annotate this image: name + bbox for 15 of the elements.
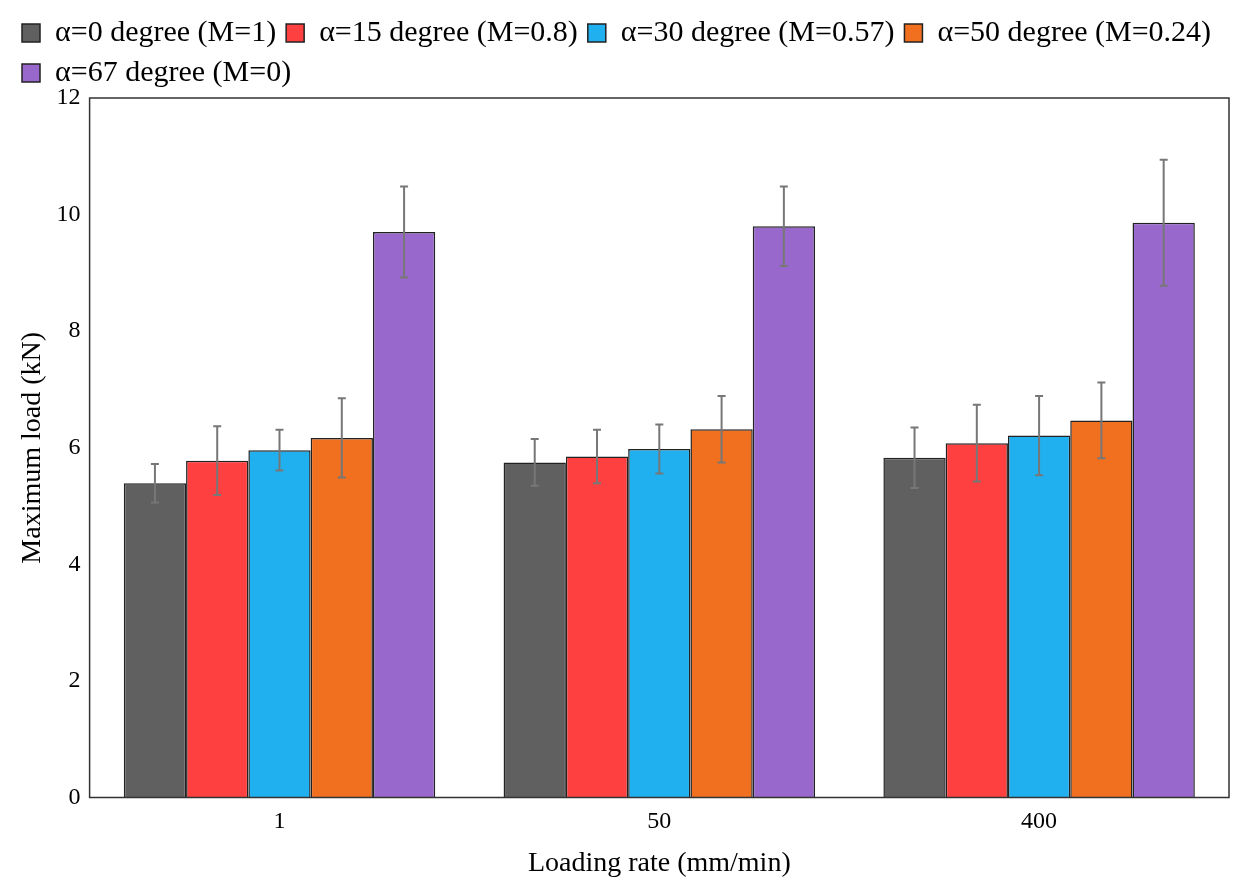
y-tick-label: 4: [68, 549, 81, 576]
x-tick-label: 400: [1021, 807, 1058, 834]
legend-label: α=30 degree (M=0.57): [620, 13, 895, 48]
legend-label: α=50 degree (M=0.24): [937, 13, 1212, 48]
y-tick-label: 8: [68, 316, 81, 343]
x-tick-label: 1: [273, 807, 286, 834]
y-tick-label: 0: [68, 782, 81, 809]
legend-label: α=15 degree (M=0.8): [319, 13, 578, 48]
y-axis-title: Maximum load (kN): [15, 331, 47, 564]
x-axis-title: Loading rate (mm/min): [527, 845, 791, 877]
y-tick-label: 6: [68, 433, 81, 460]
y-tick-label: 10: [56, 199, 81, 226]
x-tick-label: 50: [647, 807, 672, 834]
legend-label: α=0 degree (M=1): [55, 13, 277, 48]
y-tick-label: 2: [68, 666, 81, 693]
